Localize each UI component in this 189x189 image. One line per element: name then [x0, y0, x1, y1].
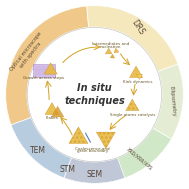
Text: STM: STM — [59, 165, 75, 174]
Text: Kink dynamics: Kink dynamics — [123, 80, 153, 84]
Polygon shape — [114, 48, 119, 53]
Wedge shape — [26, 138, 110, 183]
Text: Single atoms catalysis: Single atoms catalysis — [110, 113, 155, 117]
Text: techniques: techniques — [64, 96, 125, 106]
Text: Optical microscope
with spectra: Optical microscope with spectra — [9, 31, 47, 76]
Polygon shape — [105, 48, 112, 54]
Text: TEM: TEM — [30, 146, 46, 156]
Polygon shape — [69, 127, 88, 143]
Circle shape — [27, 27, 162, 162]
Text: grain boundary: grain boundary — [77, 149, 108, 153]
Polygon shape — [136, 74, 143, 79]
Text: Ellipsometry: Ellipsometry — [168, 86, 176, 117]
Polygon shape — [44, 63, 57, 74]
Text: DRS: DRS — [130, 18, 146, 37]
Polygon shape — [51, 106, 64, 117]
Text: XRD/XRR/XPS: XRD/XRR/XPS — [125, 146, 153, 171]
Polygon shape — [129, 66, 143, 77]
Text: Flakes: Flakes — [46, 116, 58, 120]
Text: SEM: SEM — [86, 170, 103, 179]
Polygon shape — [126, 99, 139, 111]
Wedge shape — [87, 6, 178, 72]
Wedge shape — [106, 128, 171, 182]
Wedge shape — [6, 6, 89, 125]
Wedge shape — [11, 117, 72, 178]
Polygon shape — [96, 132, 115, 149]
Text: Coalescence and: Coalescence and — [75, 147, 110, 151]
Text: Growth across steps: Growth across steps — [23, 76, 65, 80]
FancyBboxPatch shape — [33, 64, 55, 77]
Wedge shape — [153, 64, 183, 139]
Polygon shape — [110, 54, 115, 58]
Polygon shape — [45, 103, 59, 115]
Text: Intermediates and: Intermediates and — [92, 42, 129, 46]
Text: In situ: In situ — [77, 83, 112, 93]
Text: nucleation: nucleation — [100, 45, 121, 49]
Wedge shape — [64, 158, 125, 183]
